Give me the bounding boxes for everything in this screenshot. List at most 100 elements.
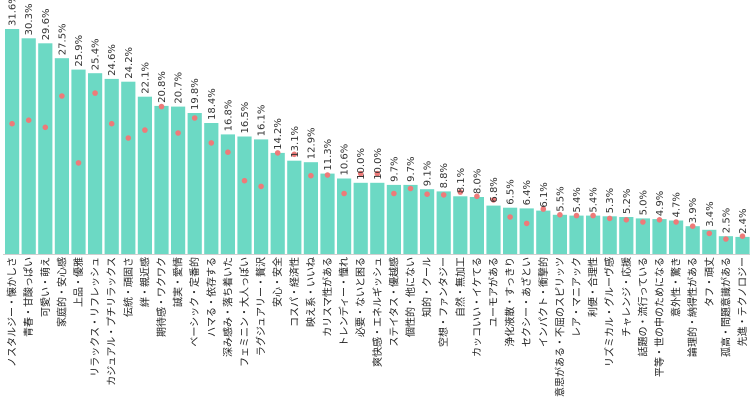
category-label: リズミカル・グルーヴ感 bbox=[603, 257, 616, 367]
category-label: セクシー・あざとい bbox=[520, 257, 533, 347]
dot-marker bbox=[523, 220, 530, 227]
category-label: カッコいい・イケてる bbox=[471, 257, 483, 357]
bar bbox=[386, 184, 401, 254]
bar bbox=[5, 29, 20, 254]
bar bbox=[718, 236, 733, 254]
dot-marker bbox=[274, 150, 281, 156]
dot-marker bbox=[606, 215, 613, 222]
dot-marker bbox=[308, 172, 314, 179]
value-label: 5.3% bbox=[605, 188, 616, 213]
bar bbox=[735, 236, 750, 254]
category-label: 利便・合理性 bbox=[587, 257, 600, 317]
value-label: 24.6% bbox=[107, 44, 118, 76]
dot-marker bbox=[623, 217, 630, 223]
value-label: 6.8% bbox=[489, 177, 500, 202]
dot-marker bbox=[440, 192, 447, 198]
bar bbox=[370, 182, 385, 254]
value-label: 6.5% bbox=[506, 179, 517, 204]
category-label: コスパ・経済性 bbox=[288, 257, 301, 327]
category-label: 家庭的・安心感 bbox=[55, 257, 68, 327]
value-label: 10.0% bbox=[373, 148, 384, 180]
value-label: 20.8% bbox=[157, 71, 168, 103]
category-label: 個性的・他にない bbox=[404, 257, 417, 337]
value-label: 31.6% bbox=[8, 0, 19, 26]
value-label: 4.7% bbox=[672, 192, 683, 217]
category-label: カリスマ性がある bbox=[321, 257, 334, 337]
dot-marker bbox=[92, 90, 98, 96]
bar bbox=[204, 123, 219, 254]
bar bbox=[635, 218, 650, 254]
value-label: 18.4% bbox=[207, 88, 218, 120]
value-label: 27.5% bbox=[57, 23, 68, 55]
bar bbox=[337, 178, 352, 254]
category-label: ステイタス・優越感 bbox=[387, 257, 400, 347]
value-label: 16.8% bbox=[223, 100, 234, 132]
category-label: 絆・親近感 bbox=[138, 257, 151, 307]
bar bbox=[353, 182, 368, 254]
bar-series bbox=[5, 29, 750, 255]
dot-marker bbox=[42, 124, 49, 131]
dot-marker bbox=[175, 130, 181, 136]
bar bbox=[21, 38, 36, 254]
value-label: 13.1% bbox=[290, 126, 301, 158]
dot-marker bbox=[689, 223, 696, 229]
value-label: 20.7% bbox=[174, 72, 185, 104]
bar bbox=[453, 196, 468, 254]
value-label: 19.8% bbox=[190, 78, 201, 110]
dot-marker bbox=[341, 190, 347, 197]
dot-marker bbox=[374, 170, 381, 177]
value-label: 25.9% bbox=[74, 35, 85, 67]
bar bbox=[287, 160, 302, 254]
dot-marker bbox=[125, 135, 132, 141]
dot-marker bbox=[706, 230, 713, 237]
bar bbox=[54, 58, 69, 255]
bar bbox=[187, 113, 202, 254]
dot-marker bbox=[241, 177, 248, 184]
category-label: 映え系・いいね bbox=[305, 257, 317, 327]
bar bbox=[104, 78, 119, 255]
value-label: 6.1% bbox=[539, 182, 550, 207]
value-label: 11.3% bbox=[323, 139, 334, 171]
bar bbox=[88, 73, 103, 254]
dot-marker bbox=[573, 212, 580, 219]
value-label: 29.6% bbox=[41, 9, 52, 41]
bar bbox=[254, 139, 269, 254]
bar bbox=[303, 162, 318, 254]
category-label: インパクト・衝撃的 bbox=[537, 257, 550, 347]
dot-marker bbox=[108, 120, 115, 127]
value-labels: 31.6% 30.3% 29.6% 27.5% 25.9% 25.4% 24.6% 24.2%… bbox=[8, 0, 749, 234]
bar bbox=[220, 134, 235, 254]
dot-marker bbox=[391, 190, 397, 197]
category-label: 深み感み・落ち着いた bbox=[221, 257, 234, 357]
bar bbox=[503, 207, 518, 254]
dot-marker bbox=[208, 140, 215, 146]
category-label: ベーシック・定番的 bbox=[188, 257, 201, 347]
dot-marker bbox=[407, 185, 414, 192]
dot-marker bbox=[142, 127, 148, 133]
bar bbox=[602, 216, 617, 254]
bar bbox=[320, 173, 335, 254]
dot-marker bbox=[258, 183, 264, 190]
value-label: 2.4% bbox=[738, 208, 749, 233]
category-label: 青春・甘酸っぱい bbox=[22, 257, 35, 337]
category-label: 意思がある・不屈のスピリッツ bbox=[553, 257, 566, 397]
category-label: ラグジュアリー・贅沢 bbox=[255, 257, 268, 356]
value-label: 5.5% bbox=[555, 186, 566, 211]
category-label: 可愛い・萌え bbox=[39, 257, 52, 317]
category-label: タフ・頑丈 bbox=[704, 257, 716, 307]
value-label: 6.4% bbox=[522, 180, 533, 205]
bar bbox=[586, 215, 601, 254]
category-label: 浄化液散・すっきり bbox=[504, 257, 517, 347]
value-label: 5.4% bbox=[589, 187, 600, 212]
category-label: リラックス・リフレッシュ bbox=[90, 257, 102, 377]
value-label: 25.4% bbox=[91, 38, 102, 70]
value-label: 12.9% bbox=[306, 127, 317, 159]
bar bbox=[569, 215, 584, 254]
category-label: ユーモアがある bbox=[487, 257, 500, 327]
dot-marker bbox=[75, 160, 82, 166]
dot-marker bbox=[490, 197, 497, 203]
value-label: 2.5% bbox=[721, 208, 732, 233]
value-label: 9.7% bbox=[389, 156, 400, 181]
category-label: 孤高・問題意識がある bbox=[719, 257, 732, 357]
